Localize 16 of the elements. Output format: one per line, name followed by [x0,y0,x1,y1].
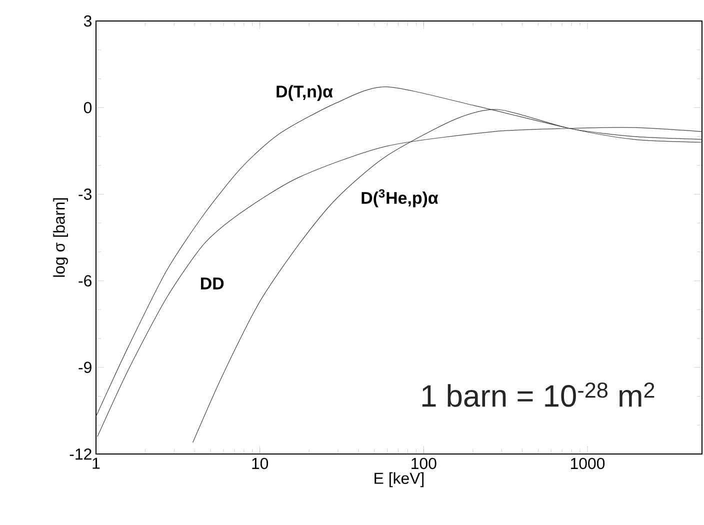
y-tick-label: -3 [78,188,92,200]
y-tick-label: 0 [84,102,92,114]
x-tick-label: 100 [412,458,436,470]
x-axis-title: E [keV] [374,472,424,488]
x-tick-label: 1 [92,458,100,469]
series-label: D(T,n)α [276,85,333,101]
x-tick-label: 1000 [570,458,605,470]
y-tick-label: 3 [84,15,92,27]
annotation: 1 barn = 10$^{-28}$ m$^{2}$ [422,382,654,407]
y-axis-title: log σ [barn] [53,198,68,277]
series-label: D($^{3}$He,p)α [362,189,438,208]
y-tick-label: -9 [78,362,92,374]
y-tick-label: -12 [70,448,92,460]
series-label: DD [201,278,224,290]
y-tick-label: -6 [78,275,92,286]
x-tick-label: 10 [252,458,268,470]
